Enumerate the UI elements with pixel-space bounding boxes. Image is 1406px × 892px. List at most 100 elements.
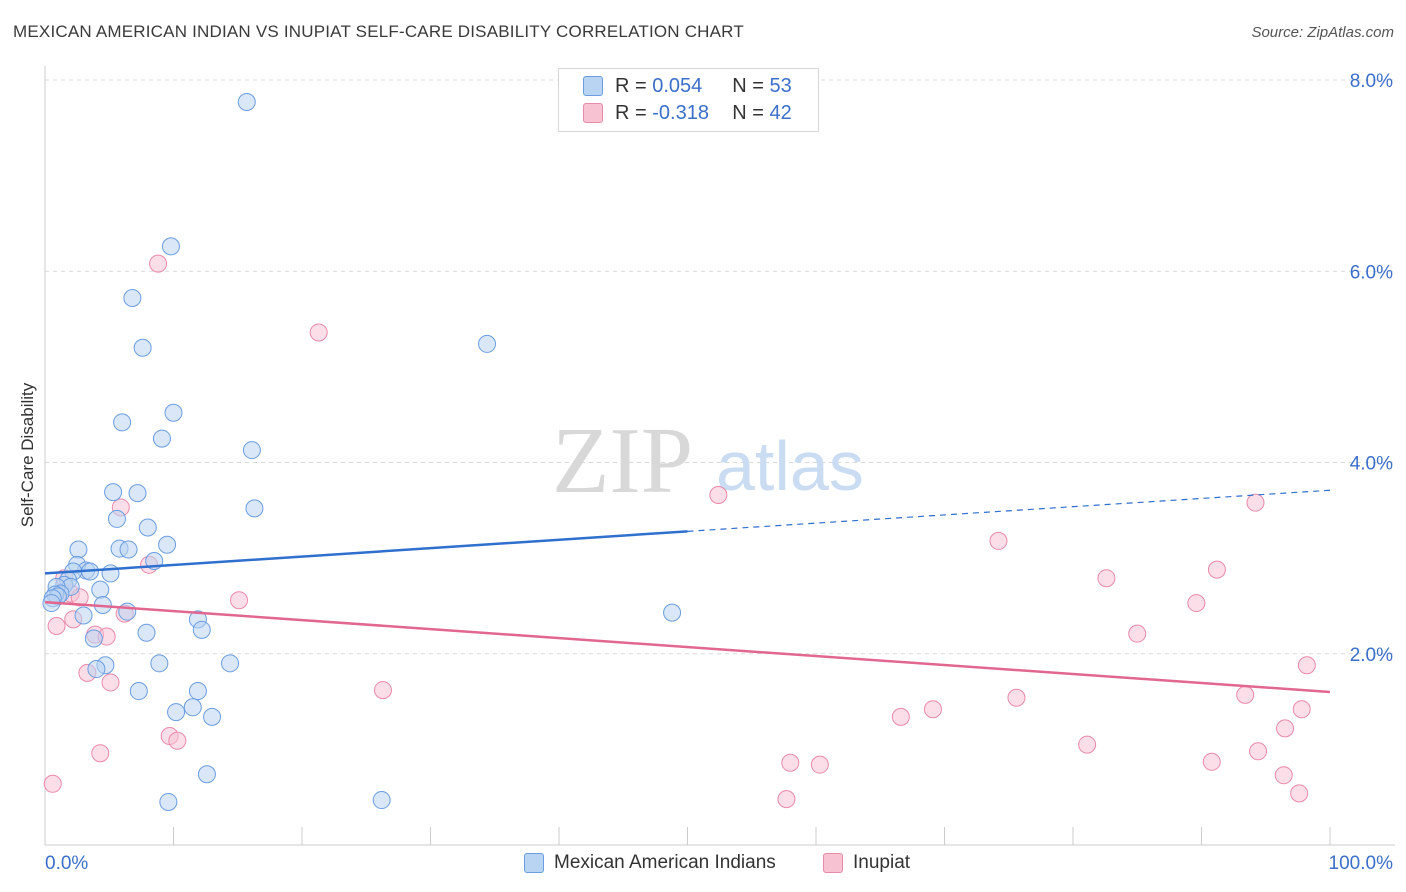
legend-n-label-2: N = bbox=[732, 101, 764, 124]
legend-r-label-2: R = bbox=[615, 101, 647, 124]
inupiat-point bbox=[781, 753, 800, 772]
x-tick-label-min: 0.0% bbox=[45, 853, 88, 874]
inupiat-point bbox=[91, 744, 110, 763]
mexican-american-indian-point bbox=[129, 682, 148, 701]
y-tick-label: 6.0% bbox=[1350, 262, 1393, 283]
trend-lines bbox=[44, 489, 1331, 694]
inupiat-trend-line bbox=[44, 600, 1331, 694]
legend-row-inupiat: R = -0.318 N = 42 bbox=[583, 101, 792, 125]
mexican-american-indian-point bbox=[69, 540, 88, 559]
inupiat-point bbox=[1249, 742, 1268, 761]
correlation-legend: R = 0.054 N = 53 R = -0.318 N = 42 bbox=[558, 68, 819, 132]
y-axis-label: Self-Care Disability bbox=[18, 382, 37, 528]
mexican-american-indian-point bbox=[119, 540, 138, 559]
inupiat-point bbox=[101, 673, 120, 692]
mexican-american-indian-point bbox=[161, 237, 180, 256]
mexican-american-indian-point bbox=[118, 602, 137, 621]
mexican-american-indian-point bbox=[74, 606, 93, 625]
mexican-american-indian-point bbox=[113, 413, 132, 432]
mexican-american-indian-point bbox=[242, 441, 261, 460]
bottom-legend-label-1: Mexican American Indians bbox=[554, 852, 776, 873]
mexican-american-indian-point bbox=[84, 629, 103, 648]
inupiat-point bbox=[1276, 719, 1295, 738]
grid-lines bbox=[45, 79, 1395, 655]
mexican-american-indian-point bbox=[123, 289, 142, 308]
legend-r-value-1: 0.054 bbox=[652, 74, 703, 97]
legend-n-label-1: N = bbox=[732, 74, 764, 97]
inupiat-point bbox=[230, 591, 249, 610]
mexican-american-indian-trend-extension bbox=[687, 489, 1331, 532]
bottom-legend-mexican-american-indians: Mexican American Indians bbox=[524, 852, 776, 874]
inupiat-point bbox=[1274, 766, 1293, 785]
inupiat-point bbox=[1097, 569, 1116, 588]
inupiat-point bbox=[43, 774, 62, 793]
mexican-american-indian-point bbox=[138, 518, 157, 537]
mexican-american-indian-point bbox=[192, 620, 211, 639]
x-tick-label-max: 100.0% bbox=[1329, 853, 1394, 874]
legend-swatch-pink bbox=[583, 103, 603, 123]
inupiat-point bbox=[1128, 624, 1147, 643]
mexican-american-indian-point bbox=[197, 765, 216, 784]
mexican-american-indian-points bbox=[42, 92, 682, 811]
bottom-legend-inupiat: Inupiat bbox=[823, 852, 910, 874]
inupiat-point bbox=[923, 700, 942, 719]
watermark-atlas: atlas bbox=[716, 427, 864, 505]
inupiat-point bbox=[1078, 735, 1097, 754]
legend-n-value-1: 53 bbox=[769, 74, 792, 97]
tick-labels: 2.0% 4.0% 6.0% 8.0% 0.0% 100.0% bbox=[45, 71, 1393, 874]
inupiat-point bbox=[1297, 656, 1316, 675]
axes bbox=[44, 66, 1395, 846]
inupiat-point bbox=[309, 323, 328, 342]
inupiat-point bbox=[1290, 784, 1309, 803]
mexican-american-indian-point bbox=[663, 603, 682, 622]
inupiat-point bbox=[709, 486, 728, 505]
bottom-swatch-pink bbox=[823, 853, 843, 873]
inupiat-point bbox=[1246, 493, 1265, 512]
legend-r-value-2: -0.318 bbox=[652, 101, 709, 124]
mexican-american-indian-point bbox=[87, 660, 106, 679]
mexican-american-indian-point bbox=[104, 483, 123, 502]
mexican-american-indian-point bbox=[107, 509, 126, 528]
mexican-american-indian-point bbox=[137, 623, 156, 642]
mexican-american-indian-point bbox=[183, 698, 202, 717]
inupiat-point bbox=[989, 531, 1008, 550]
bottom-legend-label-2: Inupiat bbox=[853, 852, 911, 873]
chart-title: MEXICAN AMERICAN INDIAN VS INUPIAT SELF-… bbox=[13, 22, 744, 41]
inupiat-point bbox=[891, 707, 910, 726]
mexican-american-indian-point bbox=[152, 429, 171, 448]
inupiat-point bbox=[373, 681, 392, 700]
inupiat-point bbox=[1202, 752, 1221, 771]
mexican-american-indian-point bbox=[91, 580, 110, 599]
inupiat-point bbox=[149, 254, 168, 273]
mexican-american-indian-point bbox=[188, 682, 207, 701]
legend-r-label-1: R = bbox=[615, 74, 647, 97]
inupiat-point bbox=[1207, 560, 1226, 579]
mexican-american-indian-point bbox=[203, 707, 222, 726]
mexican-american-indian-point bbox=[372, 791, 391, 810]
inupiat-point bbox=[810, 755, 829, 774]
inupiat-point bbox=[1236, 685, 1255, 704]
mexican-american-indian-point bbox=[128, 484, 147, 503]
mexican-american-indian-point bbox=[133, 338, 152, 357]
inupiat-point bbox=[47, 617, 66, 636]
inupiat-point bbox=[168, 731, 187, 750]
legend-n-value-2: 42 bbox=[769, 101, 792, 124]
inupiat-point bbox=[777, 790, 796, 809]
mexican-american-indian-point bbox=[237, 92, 256, 111]
mexican-american-indian-point bbox=[101, 564, 120, 583]
y-tick-label: 2.0% bbox=[1350, 645, 1393, 666]
mexican-american-indian-point bbox=[150, 654, 169, 673]
inupiat-point bbox=[1007, 688, 1026, 707]
legend-swatch-blue bbox=[583, 76, 603, 96]
mexican-american-indian-point bbox=[158, 535, 177, 554]
y-tick-label: 8.0% bbox=[1350, 71, 1393, 92]
mexican-american-indian-point bbox=[159, 792, 178, 811]
mexican-american-indian-point bbox=[245, 499, 264, 518]
mexican-american-indian-point bbox=[167, 703, 186, 722]
watermark-zip: ZIP bbox=[552, 409, 693, 513]
bottom-swatch-blue bbox=[524, 853, 544, 873]
source-label: Source: ZipAtlas.com bbox=[1251, 24, 1394, 41]
mexican-american-indian-point bbox=[221, 654, 240, 673]
mexican-american-indian-trend-line bbox=[44, 530, 688, 575]
